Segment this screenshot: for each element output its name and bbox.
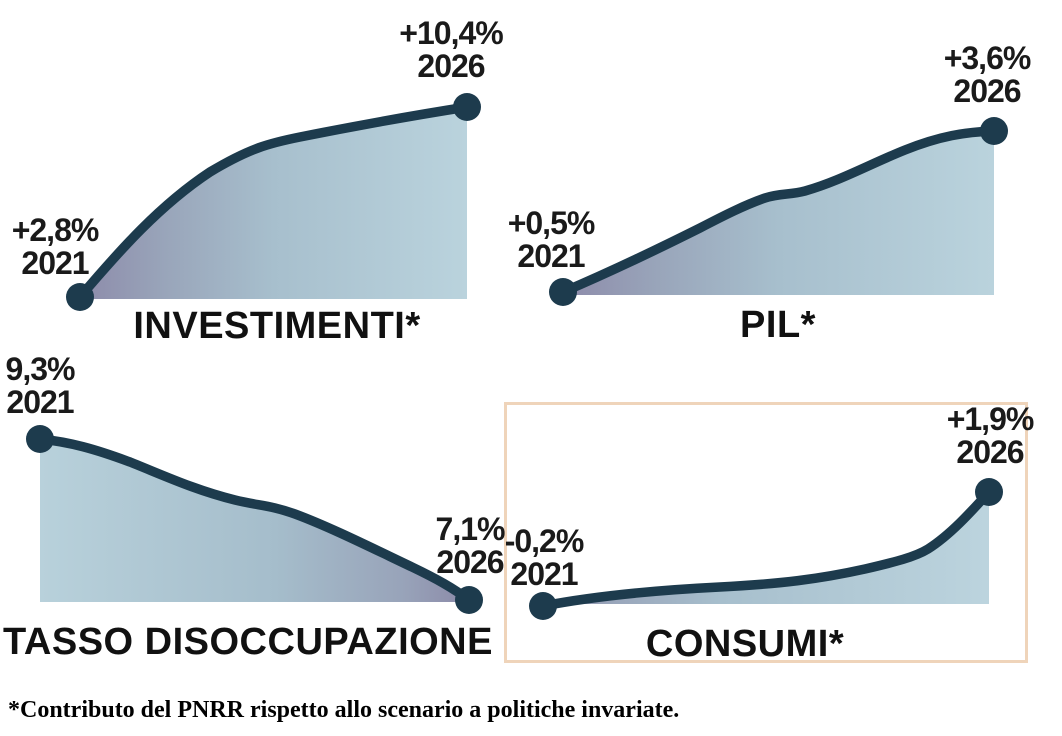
pil-title: PIL* [740,304,816,346]
tasso-disoccupazione-area [40,439,469,602]
pil-end-label: +3,6% 2026 [930,42,1044,108]
consumi-end-year: 2026 [956,434,1024,470]
investimenti-end-label: +10,4% 2026 [392,17,510,83]
tasso-disoccupazione-start-label: 9,3% 2021 [0,353,80,419]
consumi-title: CONSUMI* [645,623,845,665]
pil-end-year: 2026 [953,73,1021,109]
pil-dot-2021 [549,278,577,306]
consumi-dot-2026 [975,478,1003,506]
pil-line [558,126,999,297]
investimenti-dot-2021 [66,283,94,311]
consumi-start-value: -0,2% [504,523,585,559]
consumi-end-label: +1,9% 2026 [944,403,1036,469]
consumi-highlight-box [504,402,1028,663]
pil-area [563,131,994,295]
tasso-disoccupazione-dot-2026 [455,586,483,614]
pil-start-year: 2021 [517,238,585,274]
consumi-start-year: 2021 [510,556,578,592]
tasso-end-year: 2026 [436,544,504,580]
pil-end-value: +3,6% [943,40,1032,76]
investimenti-dot-2026 [453,93,481,121]
pil-start-value: +0,5% [507,205,596,241]
tasso-start-year: 2021 [6,384,74,420]
consumi-line [538,487,994,611]
consumi-end-value: +1,9% [946,401,1035,437]
investimenti-line [75,102,472,302]
pil-dot-2026 [980,117,1008,145]
tasso-disoccupazione-end-label: 7,1% 2026 [428,513,512,579]
tasso-disoccupazione-dot-2021 [26,425,54,453]
tasso-disoccupazione-title: TASSO DISOCCUPAZIONE [3,621,493,663]
pil-start-label: +0,5% 2021 [496,207,606,273]
tasso-end-value: 7,1% [435,511,506,547]
investimenti-start-value: +2,8% [11,212,100,248]
consumi-start-label: -0,2% 2021 [500,525,588,591]
investimenti-end-year: 2026 [417,48,485,84]
investimenti-start-year: 2021 [21,245,89,281]
consumi-area [543,492,989,606]
investimenti-end-value: +10,4% [399,15,503,51]
investimenti-title: INVESTIMENTI* [133,305,421,347]
investimenti-start-label: +2,8% 2021 [0,214,110,280]
footnote: *Contributo del PNRR rispetto allo scena… [8,697,680,723]
tasso-disoccupazione-line [35,434,474,605]
tasso-start-value: 9,3% [5,351,76,387]
investimenti-area [80,107,467,299]
consumi-dot-2021 [529,592,557,620]
